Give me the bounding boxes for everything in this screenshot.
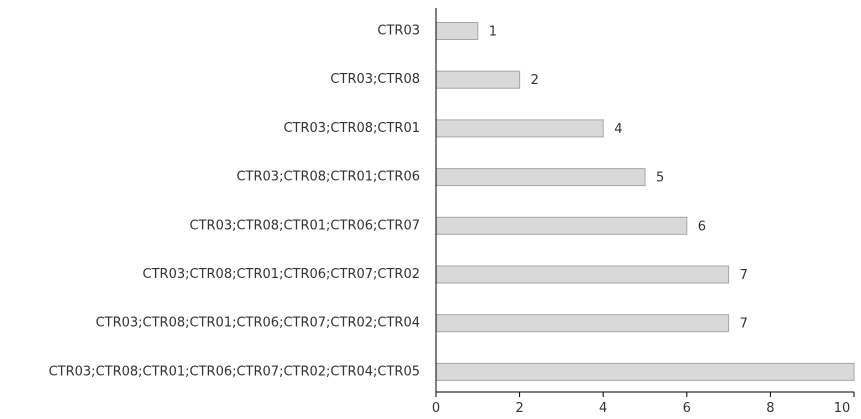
x-ticks-group: 0 2 4 6 8 10 (432, 392, 855, 416)
data-label-1: 1 (489, 25, 497, 40)
data-label-3: 4 (614, 122, 622, 137)
x-tick-label-4: 8 (766, 401, 774, 416)
x-tick-label-0: 0 (432, 401, 440, 416)
bar-6 (435, 265, 730, 284)
category-label-4: CTR03;CTR08;CTR01;CTR06 (236, 170, 420, 185)
category-label-1: CTR03 (377, 24, 420, 39)
bar-5 (435, 216, 688, 235)
data-label-5: 6 (698, 219, 706, 234)
data-label-2: 2 (531, 73, 539, 88)
x-tick-label-3: 6 (683, 401, 691, 416)
category-label-3: CTR03;CTR08;CTR01 (283, 121, 420, 136)
bar-7 (435, 314, 730, 333)
data-label-7: 7 (740, 317, 748, 332)
data-label-4: 5 (656, 171, 664, 186)
category-label-7: CTR03;CTR08;CTR01;CTR06;CTR07;CTR02;CTR0… (96, 316, 420, 331)
data-labels-group: 1 2 4 5 6 7 7 (489, 25, 748, 332)
axes-group (435, 8, 854, 393)
category-label-5: CTR03;CTR08;CTR01;CTR06;CTR07 (190, 218, 420, 233)
category-label-8: CTR03;CTR08;CTR01;CTR06;CTR07;CTR02;CTR0… (49, 364, 420, 379)
bar-4 (435, 168, 646, 187)
bar-3 (435, 119, 604, 138)
x-tick-label-5: 10 (834, 401, 851, 416)
category-label-6: CTR03;CTR08;CTR01;CTR06;CTR07;CTR02 (143, 267, 420, 282)
x-tick-label-1: 2 (515, 401, 523, 416)
x-tick-label-2: 4 (599, 401, 607, 416)
bar-8 (435, 362, 855, 381)
bar-1 (435, 22, 479, 40)
data-label-6: 7 (740, 268, 748, 283)
bar-2 (435, 70, 521, 89)
category-labels-group: CTR03 CTR03;CTR08 CTR03;CTR08;CTR01 CTR03;C… (49, 24, 420, 380)
category-label-2: CTR03;CTR08 (330, 72, 420, 87)
bars-group (435, 22, 855, 381)
